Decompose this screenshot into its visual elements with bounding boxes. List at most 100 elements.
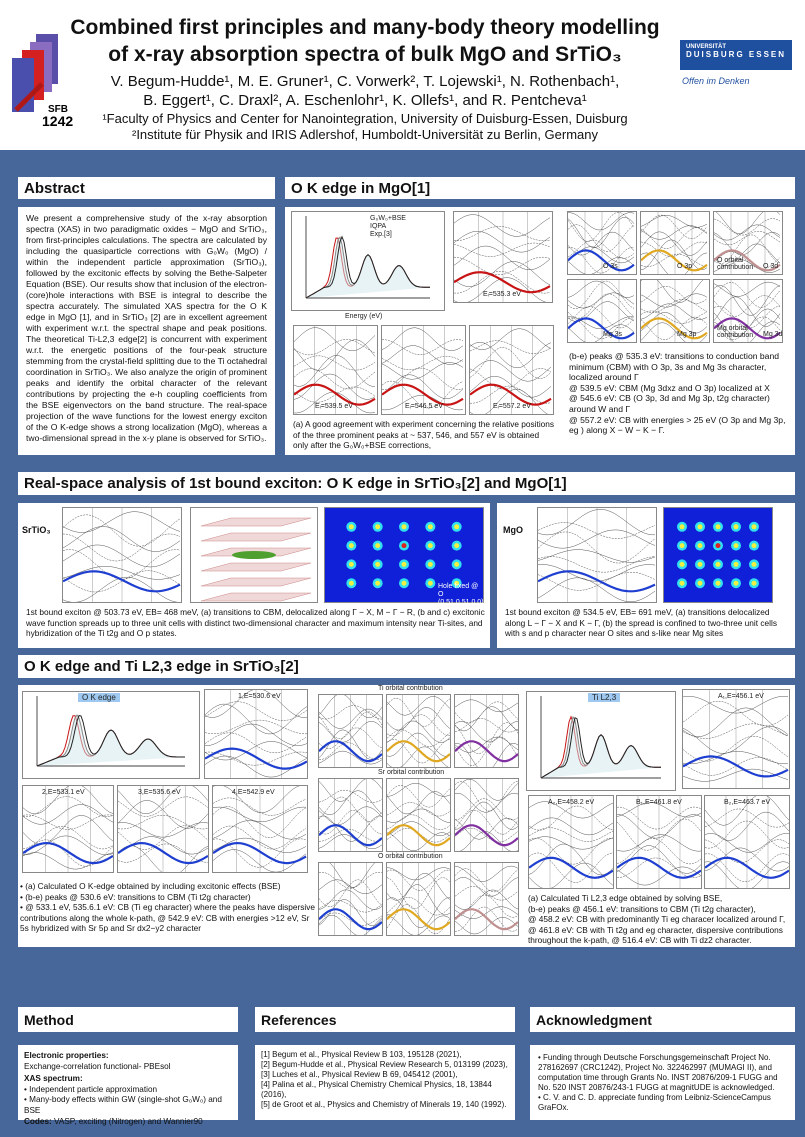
band-line xyxy=(294,355,375,387)
density-core xyxy=(733,543,739,549)
svg-text:SFB: SFB xyxy=(48,104,68,115)
band-line xyxy=(714,259,781,273)
orbital-label: Mg 3s xyxy=(603,331,623,338)
weighted-band xyxy=(319,908,382,931)
band-line xyxy=(529,862,613,888)
band-line xyxy=(205,723,307,746)
density-core xyxy=(715,561,721,567)
mgo-section: G₀W₀+BSE IQPA Exp.[3] Energy (eV) Eᵢ=535.3… xyxy=(285,207,795,455)
band-line xyxy=(529,827,613,842)
band-line xyxy=(568,224,635,252)
band-line xyxy=(387,832,450,851)
band-line xyxy=(568,231,635,256)
weighted-band xyxy=(118,841,208,865)
band-line xyxy=(568,212,635,242)
reference-item: [1] Begum et al., Physical Review B 103,… xyxy=(261,1050,462,1059)
density-core xyxy=(427,543,433,549)
weighted-band xyxy=(63,570,181,593)
orbital-label: Mg 3p xyxy=(677,331,697,338)
band-line xyxy=(387,904,450,935)
band-line xyxy=(705,820,789,849)
band-line xyxy=(568,257,635,274)
logo-text: UNIVERSITÄT xyxy=(686,44,727,50)
band-line xyxy=(641,241,708,257)
logo-slogan: Offen im Denken xyxy=(682,76,750,86)
band-line xyxy=(319,899,382,913)
material-label: MgO xyxy=(503,525,523,535)
method-subtitle: Codes: xyxy=(24,1116,52,1126)
band-line xyxy=(470,375,552,398)
band-line xyxy=(387,783,450,797)
atomic-layer xyxy=(200,562,312,572)
band-line xyxy=(714,243,781,266)
band-line xyxy=(470,360,552,382)
poster-header: SFB 1242 Combined first principles and m… xyxy=(0,0,805,150)
method-subtitle: XAS spectrum: xyxy=(24,1074,83,1084)
weighted-band xyxy=(455,824,518,847)
realspace-mgo-section: MgO 1st bound exciton @ 534.5 eV, EB= 69… xyxy=(497,503,795,648)
exciton-3d-plot xyxy=(190,507,318,603)
band-line xyxy=(455,877,518,897)
density-core xyxy=(733,561,739,567)
affiliation: ²Institute für Physik and IRIS Adlershof… xyxy=(131,127,599,142)
orbital-band-plot xyxy=(640,279,710,343)
band-line xyxy=(470,385,552,404)
band-line xyxy=(455,809,518,835)
band-line xyxy=(568,280,635,298)
caption-line: @ 461.8 eV: CB with Ti t2g and eg charac… xyxy=(528,924,783,946)
orbital-title: Sr orbital contribution xyxy=(378,769,445,776)
band-line xyxy=(387,802,450,817)
caption-line: @ 458.2 eV: CB with predominantly Ti eg … xyxy=(528,914,786,925)
band-line xyxy=(714,234,781,264)
band-line xyxy=(387,915,450,935)
panel-label: Eᵢ=539.5 eV xyxy=(315,403,353,410)
band-line xyxy=(714,281,781,297)
density-core xyxy=(454,561,460,567)
weighted-band xyxy=(714,249,781,272)
mgo-heading: O K edge in MgO[1] xyxy=(285,177,795,199)
weighted-band xyxy=(455,740,518,763)
band-line xyxy=(213,820,307,840)
band-line xyxy=(387,814,450,830)
exciton-density-map xyxy=(663,507,773,603)
mgo-xas-spectrum xyxy=(291,211,445,311)
band-line xyxy=(617,838,701,865)
density-core xyxy=(679,524,685,530)
band-line xyxy=(118,843,208,863)
weighted-band xyxy=(714,317,781,340)
band-line xyxy=(455,865,518,882)
acknowledgment-item: C. V. and C. D. appreciate funding from … xyxy=(538,1093,787,1113)
orbital-band-plot xyxy=(454,778,519,852)
band-line xyxy=(294,339,376,356)
density-core xyxy=(679,561,685,567)
band-line xyxy=(455,792,518,813)
band-line xyxy=(23,814,113,830)
band-line xyxy=(205,701,307,721)
band-line xyxy=(63,544,181,568)
band-line xyxy=(23,786,113,815)
orbital-band-plot xyxy=(713,211,783,275)
sto-o-caption: (a) Calculated O K-edge obtained by incl… xyxy=(20,881,316,934)
band-line xyxy=(319,727,382,749)
band-line xyxy=(118,796,208,817)
panel-label: Eᵢ=546.5 eV xyxy=(405,403,443,410)
band-line xyxy=(568,306,635,329)
weighted-band xyxy=(454,271,551,294)
band-line xyxy=(683,736,789,762)
band-line xyxy=(213,849,307,872)
band-line xyxy=(329,863,376,888)
band-line xyxy=(63,526,181,552)
sto-heading: O K edge and Ti L2,3 edge in SrTiO₃[2] xyxy=(18,655,795,678)
density-core xyxy=(733,580,739,586)
band-line xyxy=(382,362,464,380)
density-core xyxy=(427,524,433,530)
authors-line: V. Begum-Hudde¹, M. E. Gruner¹, C. Vorwe… xyxy=(110,73,620,90)
orbital-title: O orbital contribution xyxy=(378,853,443,860)
band-line xyxy=(319,872,382,889)
method-item: Independent particle approximation xyxy=(24,1085,232,1096)
orbital-band-plot xyxy=(318,778,383,852)
band-line xyxy=(454,261,551,287)
atomic-layer xyxy=(200,532,312,542)
band-line xyxy=(319,912,382,926)
band-line xyxy=(568,292,635,309)
